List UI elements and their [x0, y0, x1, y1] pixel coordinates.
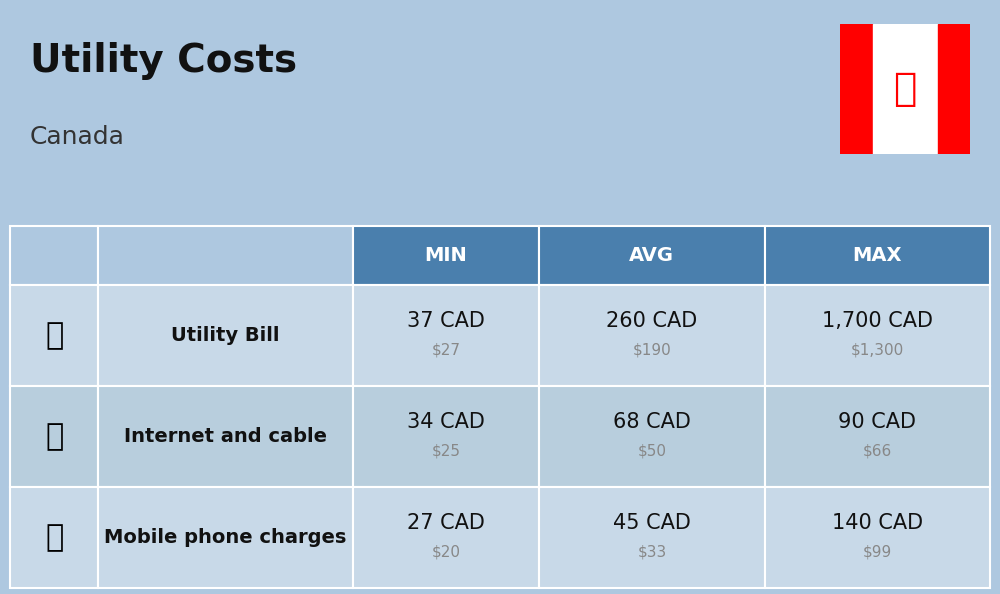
- Text: 37 CAD: 37 CAD: [407, 311, 485, 331]
- Text: Canada: Canada: [30, 125, 125, 148]
- Text: $25: $25: [432, 444, 461, 459]
- FancyBboxPatch shape: [765, 386, 990, 487]
- FancyBboxPatch shape: [353, 285, 539, 386]
- FancyBboxPatch shape: [98, 226, 353, 285]
- Text: $1,300: $1,300: [851, 343, 904, 358]
- Text: Utility Costs: Utility Costs: [30, 42, 297, 80]
- Text: $20: $20: [432, 545, 461, 560]
- FancyBboxPatch shape: [10, 285, 98, 386]
- Text: $33: $33: [637, 545, 667, 560]
- FancyBboxPatch shape: [353, 487, 539, 588]
- FancyBboxPatch shape: [98, 386, 353, 487]
- FancyBboxPatch shape: [10, 386, 98, 487]
- Text: 📱: 📱: [45, 523, 63, 552]
- Text: 🍁: 🍁: [893, 70, 917, 108]
- Text: $190: $190: [633, 343, 671, 358]
- FancyBboxPatch shape: [353, 386, 539, 487]
- FancyBboxPatch shape: [765, 285, 990, 386]
- Text: 27 CAD: 27 CAD: [407, 513, 485, 533]
- FancyBboxPatch shape: [539, 487, 765, 588]
- FancyBboxPatch shape: [539, 226, 765, 285]
- FancyBboxPatch shape: [765, 487, 990, 588]
- FancyBboxPatch shape: [539, 386, 765, 487]
- Text: 260 CAD: 260 CAD: [606, 311, 698, 331]
- Text: 34 CAD: 34 CAD: [407, 412, 485, 432]
- Text: 1,700 CAD: 1,700 CAD: [822, 311, 933, 331]
- Text: Internet and cable: Internet and cable: [124, 427, 327, 446]
- Text: 🔌: 🔌: [45, 321, 63, 350]
- Text: 📡: 📡: [45, 422, 63, 451]
- Text: MIN: MIN: [425, 246, 467, 265]
- Text: Mobile phone charges: Mobile phone charges: [104, 528, 347, 547]
- Text: 68 CAD: 68 CAD: [613, 412, 691, 432]
- FancyBboxPatch shape: [10, 226, 98, 285]
- Text: 140 CAD: 140 CAD: [832, 513, 923, 533]
- Text: $27: $27: [432, 343, 461, 358]
- FancyBboxPatch shape: [539, 285, 765, 386]
- Text: $99: $99: [863, 545, 892, 560]
- Text: $50: $50: [637, 444, 666, 459]
- Text: AVG: AVG: [629, 246, 674, 265]
- Text: $66: $66: [863, 444, 892, 459]
- Text: Utility Bill: Utility Bill: [171, 326, 280, 345]
- Text: 45 CAD: 45 CAD: [613, 513, 691, 533]
- Text: 90 CAD: 90 CAD: [838, 412, 916, 432]
- FancyBboxPatch shape: [353, 226, 539, 285]
- Bar: [872, 24, 938, 154]
- FancyBboxPatch shape: [98, 285, 353, 386]
- Bar: [840, 24, 872, 154]
- FancyBboxPatch shape: [765, 226, 990, 285]
- FancyBboxPatch shape: [98, 487, 353, 588]
- Text: MAX: MAX: [853, 246, 902, 265]
- FancyBboxPatch shape: [10, 487, 98, 588]
- Bar: [938, 24, 970, 154]
